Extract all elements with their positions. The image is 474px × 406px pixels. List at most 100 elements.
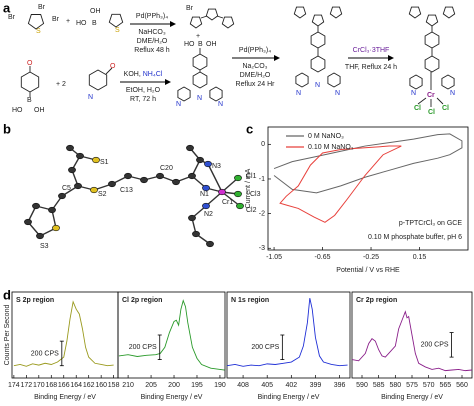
y-tick-label: -1 xyxy=(259,176,265,183)
bond xyxy=(436,97,444,105)
crystal-structure: S1 S2 S3 Cr1 Cl1 Cl2 Cl3 N1 N2 N3 C13 C20 C5 xyxy=(24,144,261,250)
panel-labels: a b c d xyxy=(3,0,253,302)
atom-label: Cr1 xyxy=(222,199,233,206)
atom xyxy=(66,144,74,152)
ring xyxy=(329,6,343,19)
condition: Na₂CO₃ xyxy=(242,63,267,70)
atom-label: S xyxy=(36,28,41,35)
atom xyxy=(192,230,200,238)
atom-label: Cr xyxy=(427,92,435,99)
charts: -1.05 -0.65 -0.25 0.15 0 -1 -2 -3 0 M NaNO₃ 0.10 … xyxy=(4,126,473,401)
y-tick-label: 0 xyxy=(261,141,265,148)
atom-label: Br xyxy=(52,16,60,23)
atom xyxy=(32,202,40,210)
plus: + 2 xyxy=(56,81,66,88)
ring xyxy=(441,74,455,90)
atom-label: N2 xyxy=(204,211,213,218)
atom xyxy=(74,182,82,190)
bond xyxy=(417,97,427,105)
plot-frame xyxy=(267,126,469,251)
x-axis-label: Potential / V vs RHE xyxy=(336,267,400,274)
x-tick-label: 570 xyxy=(423,382,435,389)
x-tick-label: 396 xyxy=(334,382,346,389)
x-tick-label: 590 xyxy=(356,382,368,389)
x-tick-label: 162 xyxy=(83,382,95,389)
y-tick-label: -3 xyxy=(259,245,265,252)
ring xyxy=(310,31,326,49)
y-axis-label: Current / mA xyxy=(245,168,252,208)
atom-label: N xyxy=(197,95,202,102)
atom xyxy=(90,186,98,194)
atom xyxy=(58,192,66,200)
arrow-head xyxy=(165,79,171,85)
panel-title: N 1s region xyxy=(231,297,269,304)
panel-label: d xyxy=(3,287,11,302)
ring xyxy=(425,14,439,27)
cv-curve xyxy=(279,145,402,223)
plot-frame xyxy=(226,291,351,379)
ring xyxy=(327,72,341,88)
plus: + xyxy=(196,33,200,40)
ring xyxy=(408,6,422,19)
atom xyxy=(206,240,214,248)
atom-label: N1 xyxy=(200,191,209,198)
atom-label: N xyxy=(88,94,93,101)
atom-label: Cl xyxy=(414,105,421,112)
x-tick-label: 405 xyxy=(261,382,273,389)
ring xyxy=(189,16,203,29)
condition: NaHCO₃ xyxy=(138,29,166,36)
atom xyxy=(52,224,60,232)
panel-title: S 2p region xyxy=(16,297,54,304)
reaction-scheme: Br Br Br S + HO B OH S Pd(PPh₃)₄ NaHCO₃ … xyxy=(8,4,456,116)
atom xyxy=(234,190,242,198)
x-tick-label: 585 xyxy=(373,382,385,389)
atom-label: S xyxy=(115,27,120,34)
scale-bar-label: 200 CPS xyxy=(129,344,157,351)
x-tick-label: 560 xyxy=(456,382,468,389)
x-tick-label: 210 xyxy=(122,382,134,389)
ring xyxy=(221,16,235,29)
ring xyxy=(295,72,309,88)
atom-label: B xyxy=(198,41,203,48)
atom xyxy=(236,202,244,210)
atom-label: B xyxy=(27,97,32,104)
atom xyxy=(76,152,84,160)
x-tick-label: -0.25 xyxy=(363,254,379,261)
ring xyxy=(424,55,440,73)
atom xyxy=(186,144,194,152)
ring xyxy=(311,14,325,27)
x-tick-label: -0.65 xyxy=(315,254,331,261)
x-axis-label: Binding Energy / eV xyxy=(258,394,320,401)
y-tick-label: -2 xyxy=(259,210,265,217)
panel-title: Cl 2p region xyxy=(122,297,162,304)
ring xyxy=(27,14,45,30)
atom-label: Cl1 xyxy=(246,173,257,180)
condition: CrCl₃·3THF xyxy=(353,47,390,54)
annotation: 0.10 M phosphate buffer, pH 6 xyxy=(368,234,462,241)
x-tick-label: 402 xyxy=(285,382,297,389)
spectrum xyxy=(226,298,348,367)
x-tick-label: 205 xyxy=(145,382,157,389)
condition: DME/H₂O xyxy=(240,72,271,79)
atom xyxy=(196,156,204,164)
atom-label: HO xyxy=(76,20,87,27)
condition: NH₄Cl xyxy=(143,71,163,78)
ring xyxy=(409,74,423,90)
ring xyxy=(310,55,326,73)
atom-label: C20 xyxy=(160,165,173,172)
atom-label: C13 xyxy=(120,187,133,194)
condition: KOH, NH₄Cl xyxy=(124,71,163,78)
panel-label: b xyxy=(3,121,11,136)
x-tick-label: 172 xyxy=(20,382,32,389)
condition: Pd(PPh₃)₄ xyxy=(136,13,168,20)
atom xyxy=(156,172,164,180)
x-tick-label: 0.15 xyxy=(413,254,427,261)
legend-label: 0 M NaNO₃ xyxy=(308,133,344,140)
panel-title: Cr 2p region xyxy=(356,297,397,304)
ring xyxy=(20,71,40,93)
atom xyxy=(140,176,148,184)
x-tick-label: 158 xyxy=(108,382,120,389)
bond xyxy=(221,191,241,207)
x-tick-label: 166 xyxy=(58,382,70,389)
